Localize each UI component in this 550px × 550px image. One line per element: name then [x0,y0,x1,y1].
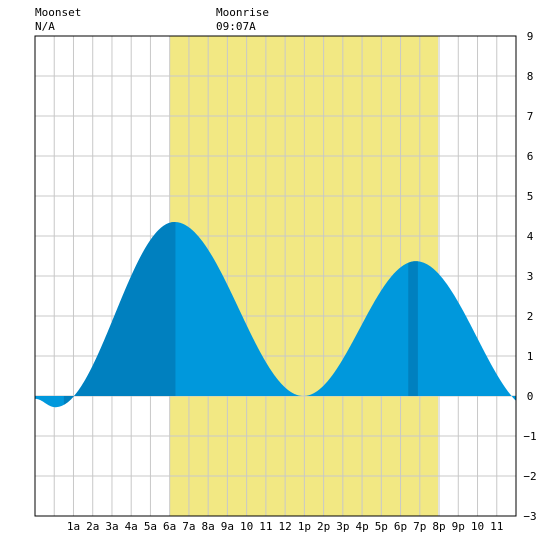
moonrise-label: Moonrise [216,6,269,19]
x-tick-label: 8a [202,520,215,533]
x-tick-label: 6a [163,520,176,533]
tide-area-dark [408,261,418,396]
x-tick-label: 9p [452,520,465,533]
x-tick-label: 10 [240,520,253,533]
plot-frame [34,35,517,517]
x-tick-label: 4a [125,520,138,533]
moonrise-time: 09:07A [216,20,256,33]
y-tick-label: 8 [527,70,534,83]
x-tick-label: 9a [221,520,234,533]
y-tick-label: 3 [527,270,534,283]
x-tick-label: 1p [298,520,311,533]
x-tick-label: 1a [67,520,80,533]
y-tick-label: 4 [527,230,534,243]
x-axis-labels: 1a 2a 3a 4a 5a 6a 7a 8a 9a 10 11 12 1p 2p 3p 4p 5p 6p 7p 8p… [67,520,504,533]
x-tick-label: 5p [375,520,388,533]
y-tick-label: −3 [523,510,536,523]
x-tick-label: 3a [105,520,118,533]
y-axis-labels: −3 −2 −1 0 1 2 3 4 5 6 7 8 9 [523,30,536,523]
x-tick-label: 7a [182,520,195,533]
y-tick-label: 7 [527,110,534,123]
y-tick-label: 2 [527,310,534,323]
x-tick-label: 6p [394,520,407,533]
x-tick-label: 7p [413,520,426,533]
y-tick-label: 6 [527,150,534,163]
y-tick-label: 0 [527,390,534,403]
tide-areas [35,222,516,408]
moonset-label: Moonset [35,6,81,19]
y-tick-label: 9 [527,30,534,43]
tide-area-dark [63,222,176,405]
x-tick-label: 2a [86,520,99,533]
x-tick-label: 5a [144,520,157,533]
x-tick-label: 3p [336,520,349,533]
x-tick-label: 8p [432,520,445,533]
x-tick-label: 12 [278,520,291,533]
y-tick-label: 5 [527,190,534,203]
moonset-time: N/A [35,20,55,33]
x-tick-label: 2p [317,520,330,533]
y-tick-label: −1 [523,430,536,443]
x-tick-label: 11 [490,520,503,533]
y-tick-label: −2 [523,470,536,483]
x-tick-label: 11 [259,520,272,533]
y-tick-label: 1 [527,350,534,363]
x-tick-label: 10 [471,520,484,533]
x-tick-label: 4p [355,520,368,533]
